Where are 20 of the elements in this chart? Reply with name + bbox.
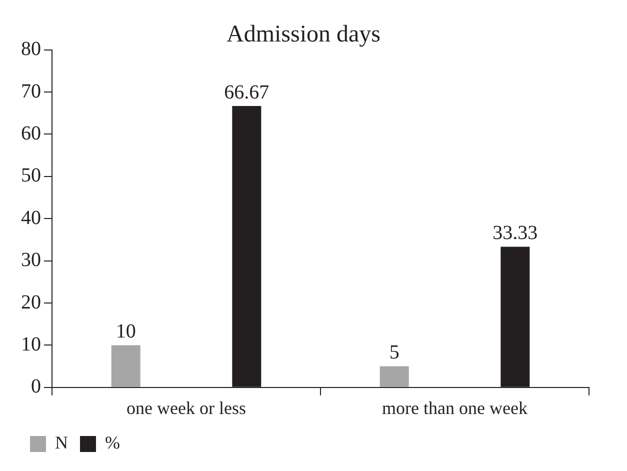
y-tick-label: 50 xyxy=(21,164,41,187)
data-label: 33.33 xyxy=(492,222,538,244)
y-tick-label: 40 xyxy=(21,206,41,229)
y-tick-label: 70 xyxy=(21,80,41,102)
x-tick-label: more than one week xyxy=(382,398,528,418)
x-tick-label: one week or less xyxy=(126,398,246,418)
data-label: 66.67 xyxy=(224,81,270,104)
y-tick-label: 0 xyxy=(31,376,41,398)
bar xyxy=(111,345,140,387)
chart-title: Admission days xyxy=(226,22,381,48)
y-tick-label: 30 xyxy=(21,249,41,272)
legend-label: % xyxy=(105,432,120,453)
y-tick-label: 10 xyxy=(21,333,41,356)
legend-label: N xyxy=(55,432,68,453)
bar xyxy=(380,366,409,387)
data-label: 10 xyxy=(116,320,136,342)
y-tick-label: 20 xyxy=(21,291,41,314)
y-tick-label: 60 xyxy=(21,122,41,144)
data-label: 5 xyxy=(389,342,400,364)
y-tick-label: 80 xyxy=(21,38,41,60)
